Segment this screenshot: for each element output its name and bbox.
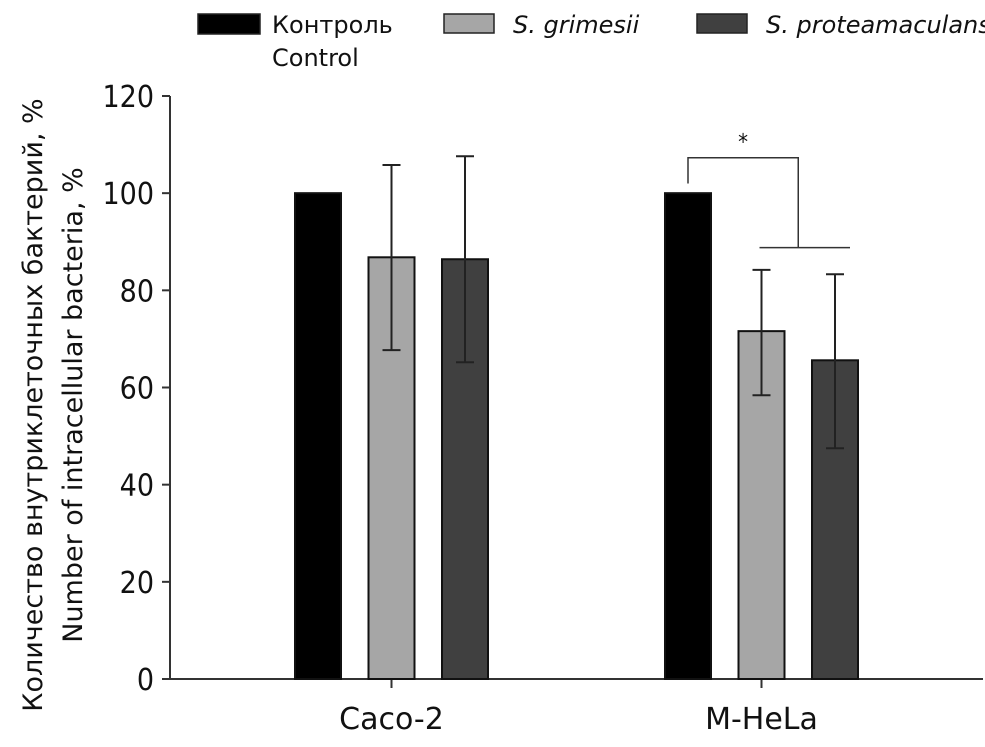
x-tick-label: M-HeLa xyxy=(705,702,818,737)
legend-swatch-s-proteamaculans xyxy=(696,13,748,34)
significance-annotation: * xyxy=(687,131,850,249)
y-tick-label: 100 xyxy=(102,177,154,212)
y-tick-label: 20 xyxy=(120,566,154,601)
legend-swatch-control xyxy=(197,13,261,35)
legend-label-s-grimesii: S. grimesii xyxy=(513,11,640,39)
legend-item-s-grimesii: S. grimesii xyxy=(443,11,640,39)
x-tick-label: Caco-2 xyxy=(339,702,444,737)
legend-label-control-ru: Контроль xyxy=(272,11,393,39)
legend-item-s-proteamaculans: S. proteamaculans xyxy=(696,11,985,39)
legend-label-s-proteamaculans: S. proteamaculans xyxy=(766,11,985,39)
legend-label-control-en: Control xyxy=(272,44,359,72)
y-tick-label: 0 xyxy=(137,663,154,698)
axes: 0 20 40 60 80 100 120 Caco-2 M-HeLa xyxy=(102,80,983,737)
significance-asterisk: * xyxy=(738,131,748,156)
legend-item-control: Контроль Control xyxy=(197,11,393,72)
bars xyxy=(294,155,859,681)
legend-swatch-s-grimesii xyxy=(443,13,495,34)
y-tick-label: 60 xyxy=(120,372,154,407)
bar xyxy=(664,192,712,681)
bar xyxy=(294,192,342,681)
y-tick-label: 80 xyxy=(120,274,154,309)
y-axis-label-en: Number of intracellular bacteria, % xyxy=(58,167,89,643)
significance-bracket xyxy=(687,156,799,248)
y-tick-label: 120 xyxy=(102,80,154,115)
y-axis-label-ru: Количество внутриклеточных бактерий, % xyxy=(18,98,49,711)
y-tick-label: 40 xyxy=(120,469,154,504)
legend: Контроль Control S. grimesii S. proteama… xyxy=(197,11,985,72)
